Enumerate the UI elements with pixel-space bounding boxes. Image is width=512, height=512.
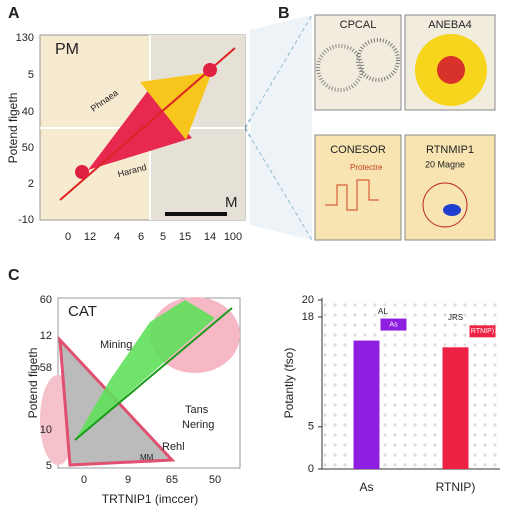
y-tick-label: 5 [28,69,34,81]
annotation: JRS [448,313,463,322]
y-tick-label: 60 [40,294,52,306]
line [74,307,233,441]
legend-label: As [389,321,398,328]
x-tick-label: 12 [84,231,96,243]
y-tick-label: 10 [40,424,52,436]
y-tick-label: 130 [16,32,34,44]
x-tick-label: 0 [81,474,87,486]
panel-letter: B [278,5,290,22]
circle [422,182,468,228]
scale-bar [165,212,227,216]
y-tick-label: 12 [40,330,52,342]
node [75,165,89,179]
y-tick-label: 0 [308,463,314,475]
tile-label: CONESOR [330,144,386,156]
y-tick-label: 2 [28,178,34,190]
tile-note: Protectre [350,163,383,172]
bar [353,340,380,469]
zoom-area [250,15,312,240]
annotation: AL [378,307,388,316]
x-tick-label: 9 [125,474,131,486]
y-axis-label: Potend figeth [26,348,40,419]
annotation: Tans [185,404,209,416]
x-tick-label: RTNIP) [436,480,476,494]
annotation: Rehl [162,441,185,453]
x-tick-label: 14 [204,231,216,243]
node [203,63,217,77]
annotation: Mining [100,339,132,351]
trace [325,179,379,211]
y-tick-label: 50 [22,142,34,154]
y-tick-label: 20 [302,294,314,306]
cluster [356,38,400,82]
blob [443,204,461,216]
cluster [437,56,465,84]
legend-swatch [469,325,496,338]
x-tick-label: 65 [166,474,178,486]
x-tick-label: 0 [65,231,71,243]
label: PM [55,41,79,58]
y-tick-label: 18 [302,311,314,323]
y-tick-label: 40 [22,106,34,118]
x-tick-label: 5 [160,231,166,243]
triangle [140,72,212,140]
x-tick-label: 4 [114,231,120,243]
label: CAT [68,303,97,320]
y-axis-label: Potantly (fso) [282,348,296,419]
x-axis-label: TRTNIP1 (imccer) [102,492,198,506]
y-tick-label: 5 [308,421,314,433]
x-tick-label: 15 [179,231,191,243]
x-tick-label: 6 [138,231,144,243]
cluster [316,44,364,92]
y-tick-label: 5 [46,460,52,472]
tile [314,134,402,241]
bar [442,347,469,469]
y-axis-label: Potend figeth [6,93,20,164]
y-tick-label: 58 [40,362,52,374]
y-tick-label: -10 [18,214,34,226]
x-tick-label: 100 [224,231,242,243]
bar-plot [322,298,500,469]
tile [314,14,402,111]
fan [75,300,215,440]
tile [404,134,496,241]
annotation: MM [140,453,154,462]
tile-label: RTNMIP1 [426,144,474,156]
x-tick-label: 50 [209,474,221,486]
x-tick-label: As [359,480,373,494]
panel-letter: A [8,5,20,22]
annotation: Nering [182,419,214,431]
legend-swatch [380,318,407,331]
panel-letter: C [8,267,20,284]
tile-note: 20 Magne [425,159,465,169]
label: M [225,194,238,211]
tile-label: CPCAL [340,19,377,31]
legend-label: RTNIP) [471,328,494,335]
tile-label: ANEBA4 [428,19,471,31]
